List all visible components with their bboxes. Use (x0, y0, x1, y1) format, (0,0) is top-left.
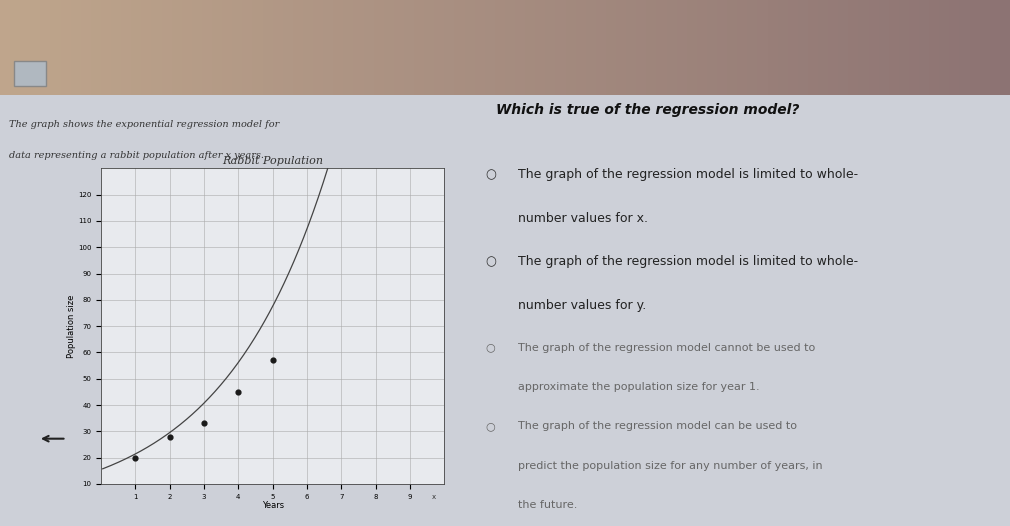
Title: Rabbit Population: Rabbit Population (222, 156, 323, 166)
Text: approximate the population size for year 1.: approximate the population size for year… (517, 382, 760, 392)
Point (127, 453, 143, 462)
Text: The graph of the regression model is limited to whole-: The graph of the regression model is lim… (517, 168, 857, 181)
Text: predict the population size for any number of years, in: predict the population size for any numb… (517, 461, 822, 471)
Text: ○: ○ (486, 342, 495, 352)
Point (162, 432, 178, 441)
Text: ○: ○ (486, 168, 496, 181)
Text: ○: ○ (486, 421, 495, 431)
X-axis label: Years: Years (262, 501, 284, 510)
Point (230, 388, 246, 396)
Point (196, 419, 212, 428)
Bar (14, 61, 46, 86)
Text: data representing a rabbit population after x years.: data representing a rabbit population af… (9, 150, 265, 159)
Text: x: x (432, 494, 436, 500)
Point (265, 356, 281, 365)
Text: number values for x.: number values for x. (517, 211, 647, 225)
Text: ○: ○ (486, 255, 496, 268)
Text: the future.: the future. (517, 500, 577, 510)
Text: The graph of the regression model cannot be used to: The graph of the regression model cannot… (517, 342, 815, 352)
Text: Which is true of the regression model?: Which is true of the regression model? (496, 103, 800, 117)
Text: number values for y.: number values for y. (517, 299, 645, 312)
Text: The graph shows the exponential regression model for: The graph shows the exponential regressi… (9, 120, 280, 129)
Text: The graph of the regression model can be used to: The graph of the regression model can be… (517, 421, 797, 431)
Y-axis label: Population size: Population size (68, 295, 77, 358)
Text: The graph of the regression model is limited to whole-: The graph of the regression model is lim… (517, 255, 857, 268)
